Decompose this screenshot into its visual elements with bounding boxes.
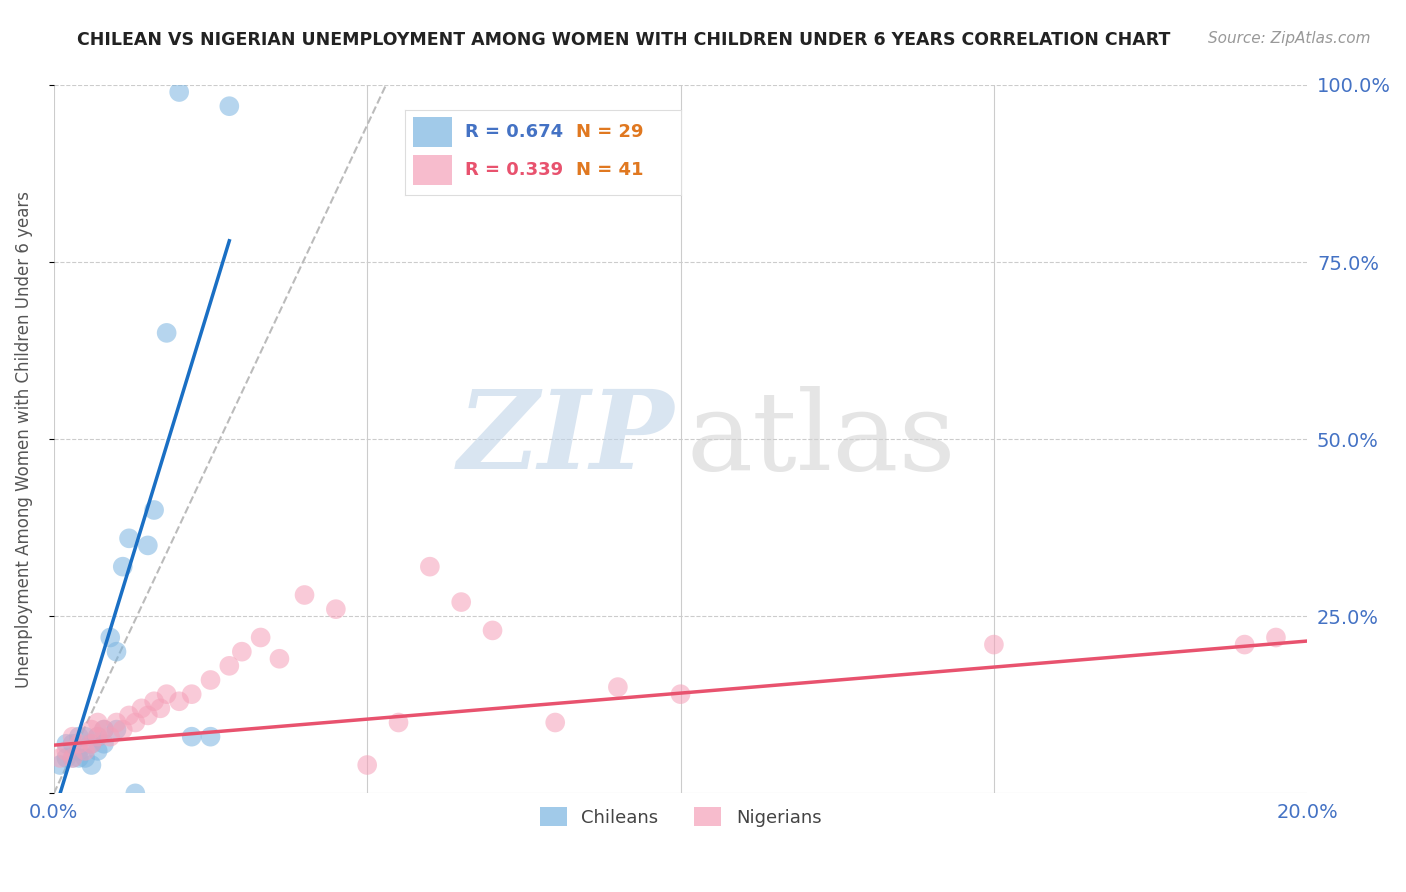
Point bbox=[180, 730, 202, 744]
Point bbox=[105, 645, 128, 659]
Point bbox=[118, 531, 141, 545]
Point bbox=[55, 737, 77, 751]
Point bbox=[98, 631, 121, 645]
Point bbox=[249, 631, 271, 645]
Point bbox=[118, 708, 141, 723]
Text: ZIP: ZIP bbox=[458, 385, 675, 493]
Point bbox=[983, 638, 1005, 652]
Point bbox=[86, 715, 108, 730]
Point bbox=[124, 715, 146, 730]
Point bbox=[62, 751, 84, 765]
Point bbox=[356, 758, 378, 772]
Point bbox=[75, 744, 97, 758]
Point bbox=[62, 751, 84, 765]
Legend: Chileans, Nigerians: Chileans, Nigerians bbox=[533, 800, 828, 834]
Point bbox=[218, 658, 240, 673]
Point bbox=[124, 786, 146, 800]
Point bbox=[419, 559, 441, 574]
Point bbox=[1233, 638, 1256, 652]
Point bbox=[269, 652, 291, 666]
Point bbox=[156, 326, 179, 340]
Point bbox=[80, 758, 103, 772]
Point bbox=[67, 737, 90, 751]
Point bbox=[67, 751, 90, 765]
Point bbox=[111, 559, 134, 574]
Point bbox=[93, 723, 115, 737]
Point bbox=[93, 723, 115, 737]
Point bbox=[86, 744, 108, 758]
Point bbox=[294, 588, 316, 602]
Point bbox=[131, 701, 153, 715]
Point bbox=[49, 751, 72, 765]
Point bbox=[167, 694, 190, 708]
Point bbox=[544, 715, 567, 730]
Point bbox=[80, 723, 103, 737]
Point bbox=[450, 595, 472, 609]
Point bbox=[481, 624, 503, 638]
Point bbox=[75, 751, 97, 765]
Text: atlas: atlas bbox=[686, 385, 956, 492]
Point bbox=[1264, 631, 1286, 645]
Point bbox=[180, 687, 202, 701]
Point bbox=[80, 737, 103, 751]
Point bbox=[143, 694, 166, 708]
Point bbox=[80, 737, 103, 751]
Y-axis label: Unemployment Among Women with Children Under 6 years: Unemployment Among Women with Children U… bbox=[15, 191, 32, 688]
Point bbox=[75, 730, 97, 744]
Point bbox=[62, 730, 84, 744]
Point bbox=[86, 730, 108, 744]
Point bbox=[98, 730, 121, 744]
Point bbox=[86, 730, 108, 744]
Text: CHILEAN VS NIGERIAN UNEMPLOYMENT AMONG WOMEN WITH CHILDREN UNDER 6 YEARS CORRELA: CHILEAN VS NIGERIAN UNEMPLOYMENT AMONG W… bbox=[77, 31, 1171, 49]
Point bbox=[67, 730, 90, 744]
Point bbox=[325, 602, 347, 616]
Point bbox=[156, 687, 179, 701]
Point bbox=[606, 680, 628, 694]
Point bbox=[105, 723, 128, 737]
Point bbox=[387, 715, 409, 730]
Point bbox=[231, 645, 253, 659]
Point bbox=[62, 737, 84, 751]
Point bbox=[49, 758, 72, 772]
Point bbox=[218, 99, 240, 113]
Point bbox=[200, 673, 222, 687]
Point bbox=[136, 708, 159, 723]
Point bbox=[167, 85, 190, 99]
Point bbox=[93, 737, 115, 751]
Point bbox=[143, 503, 166, 517]
Point bbox=[200, 730, 222, 744]
Point bbox=[149, 701, 172, 715]
Point bbox=[55, 751, 77, 765]
Point bbox=[105, 715, 128, 730]
Point bbox=[136, 538, 159, 552]
Point bbox=[669, 687, 692, 701]
Point bbox=[55, 744, 77, 758]
Point bbox=[67, 744, 90, 758]
Point bbox=[111, 723, 134, 737]
Text: Source: ZipAtlas.com: Source: ZipAtlas.com bbox=[1208, 31, 1371, 46]
